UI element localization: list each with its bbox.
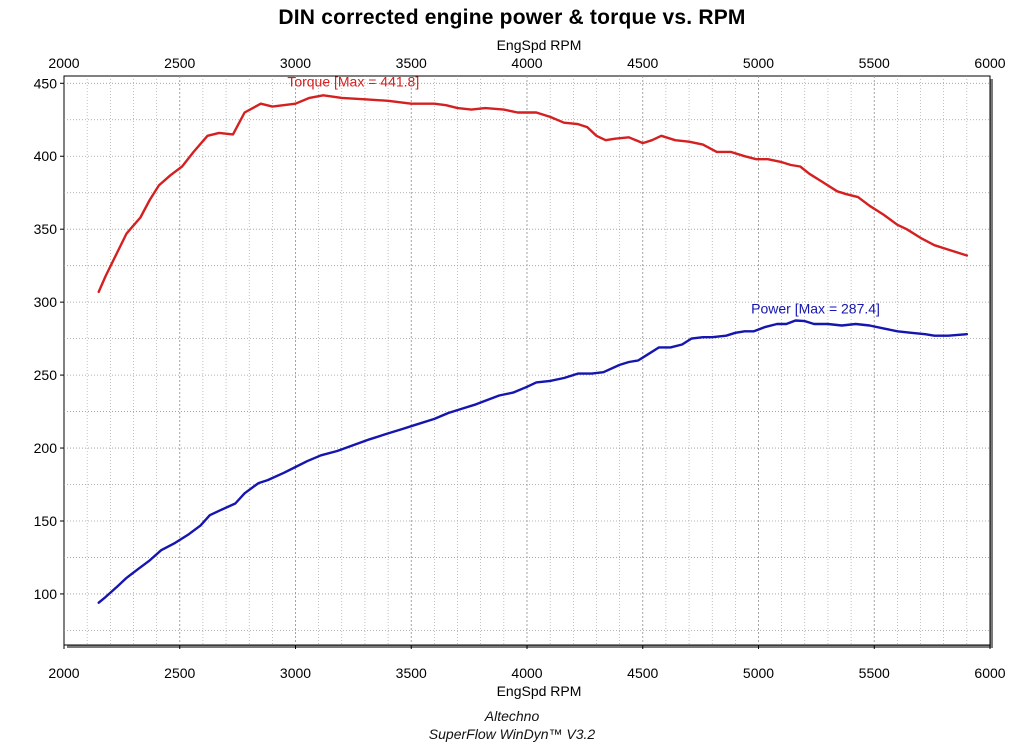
x-tick-label-bottom: 6000 <box>974 665 1005 681</box>
x-tick-label-top: 3000 <box>280 55 311 71</box>
x-tick-label-bottom: 3000 <box>280 665 311 681</box>
y-tick-label: 250 <box>34 367 58 383</box>
series-lines <box>97 94 969 604</box>
x-tick-label-top: 3500 <box>396 55 427 71</box>
x-tick-label-top: 2000 <box>48 55 79 71</box>
y-tick-label: 150 <box>34 513 58 529</box>
y-tick-label: 450 <box>34 75 58 91</box>
x-tick-label-top: 4500 <box>627 55 658 71</box>
grid-lines <box>64 76 990 645</box>
x-tick-label-top: 4000 <box>511 55 542 71</box>
x-tick-label-bottom: 3500 <box>396 665 427 681</box>
plot-frame <box>63 75 993 648</box>
series-line-torque <box>97 94 969 294</box>
footer-software: SuperFlow WinDyn™ V3.2 <box>428 726 596 742</box>
axis-labels: 2000 2000 2500 2500 3000 3000 3500 3500 4000 4000… <box>34 37 1006 699</box>
x-tick-label-top: 2500 <box>164 55 195 71</box>
x-tick-label-bottom: 5500 <box>859 665 890 681</box>
x-tick-label-bottom: 2500 <box>164 665 195 681</box>
x-axis-title-bottom: EngSpd RPM <box>497 683 582 699</box>
y-tick-label: 100 <box>34 586 58 602</box>
x-tick-label-top: 5000 <box>743 55 774 71</box>
x-tick-label-bottom: 4500 <box>627 665 658 681</box>
series-annotation-torque: Torque [Max = 441.8] <box>287 73 419 89</box>
x-tick-label-top: 5500 <box>859 55 890 71</box>
series-line-power <box>97 319 969 604</box>
y-tick-label: 300 <box>34 294 58 310</box>
y-tick-label: 400 <box>34 148 58 164</box>
y-tick-label: 200 <box>34 440 58 456</box>
y-tick-label: 350 <box>34 221 58 237</box>
footer-company: Altechno <box>484 708 540 724</box>
chart-title: DIN corrected engine power & torque vs. … <box>278 6 746 29</box>
x-tick-label-bottom: 4000 <box>511 665 542 681</box>
x-axis-title-top: EngSpd RPM <box>497 37 582 53</box>
series-annotation-power: Power [Max = 287.4] <box>751 301 880 317</box>
x-tick-label-bottom: 2000 <box>48 665 79 681</box>
x-tick-label-bottom: 5000 <box>743 665 774 681</box>
x-tick-label-top: 6000 <box>974 55 1005 71</box>
